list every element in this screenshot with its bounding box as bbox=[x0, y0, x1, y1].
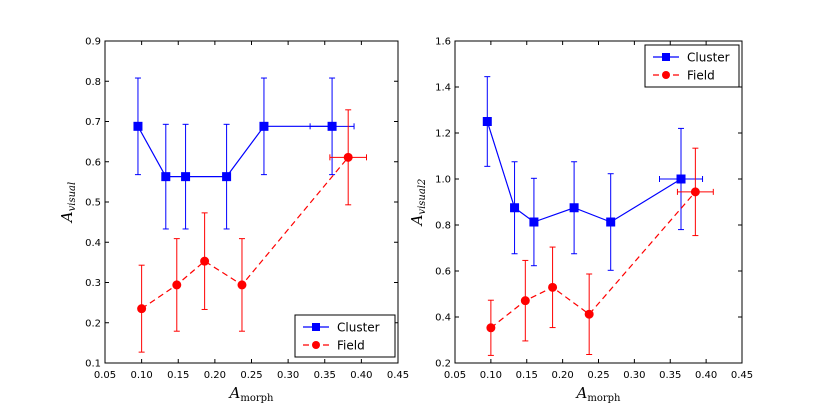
x-tick-label: 0.05 bbox=[444, 370, 466, 381]
x-tick-label: 0.20 bbox=[551, 370, 573, 381]
x-tick-label: 0.15 bbox=[516, 370, 538, 381]
x-tick-label: 0.30 bbox=[623, 370, 645, 381]
x-tick-label: 0.25 bbox=[240, 370, 262, 381]
data-point bbox=[690, 187, 700, 197]
y-tick-label: 0.7 bbox=[85, 117, 101, 128]
y-tick-label: 0.3 bbox=[85, 278, 101, 289]
y-tick-label: 0.6 bbox=[435, 267, 451, 278]
data-point bbox=[343, 152, 353, 162]
series-field bbox=[486, 147, 714, 356]
legend-marker bbox=[312, 341, 320, 349]
x-tick-label: 0.40 bbox=[695, 370, 717, 381]
y-tick-label: 0.5 bbox=[85, 198, 101, 209]
legend-label: Field bbox=[337, 339, 365, 353]
y-tick-label: 0.9 bbox=[85, 37, 101, 48]
y-tick-label: 1.4 bbox=[435, 83, 451, 94]
x-tick-label: 0.20 bbox=[204, 370, 226, 381]
legend-marker bbox=[662, 53, 670, 61]
data-point bbox=[606, 217, 616, 227]
legend-label: Cluster bbox=[337, 321, 380, 335]
series-cluster bbox=[133, 77, 355, 230]
data-point bbox=[259, 121, 269, 131]
series-line bbox=[486, 121, 682, 223]
series-cluster bbox=[482, 76, 704, 271]
plot-frame bbox=[454, 40, 743, 364]
legend-box bbox=[644, 44, 740, 88]
x-tick-label: 0.45 bbox=[387, 370, 409, 381]
y-tick-label: 0.2 bbox=[435, 359, 451, 370]
x-tick-label: 0.40 bbox=[350, 370, 372, 381]
data-point bbox=[510, 203, 520, 213]
y-axis-label-subscript: visual2 bbox=[417, 179, 428, 215]
x-axis-label-subscript: morph bbox=[587, 393, 621, 403]
y-tick-label: 0.8 bbox=[435, 221, 451, 232]
data-point bbox=[529, 217, 539, 227]
y-tick-label: 0.4 bbox=[85, 238, 101, 249]
data-point bbox=[676, 174, 686, 184]
y-tick-label: 0.4 bbox=[435, 313, 451, 324]
x-tick-label: 0.35 bbox=[659, 370, 681, 381]
x-tick-label: 0.10 bbox=[130, 370, 152, 381]
series-line bbox=[137, 125, 333, 178]
y-axis-label: Avisual bbox=[58, 182, 78, 224]
x-tick-label: 0.25 bbox=[587, 370, 609, 381]
data-point bbox=[137, 304, 147, 314]
y-tick-label: 0.1 bbox=[85, 359, 101, 370]
data-point bbox=[181, 172, 191, 182]
x-tick-label: 0.05 bbox=[94, 370, 116, 381]
y-tick-label: 0.2 bbox=[85, 318, 101, 329]
data-point bbox=[520, 296, 530, 306]
data-point bbox=[237, 280, 247, 290]
data-point bbox=[584, 309, 594, 319]
data-point bbox=[133, 121, 143, 131]
y-axis-label-subscript: visual bbox=[67, 182, 78, 212]
legend: Cluster Field bbox=[644, 44, 740, 88]
legend: Cluster Field bbox=[294, 314, 396, 358]
data-point bbox=[172, 280, 182, 290]
x-tick-label: 0.10 bbox=[480, 370, 502, 381]
data-point bbox=[569, 203, 579, 213]
y-tick-label: 0.6 bbox=[85, 157, 101, 168]
data-point bbox=[482, 117, 492, 126]
data-point bbox=[200, 256, 210, 266]
legend-label: Field bbox=[687, 69, 715, 83]
legend-box bbox=[294, 314, 396, 358]
data-point bbox=[327, 121, 337, 131]
data-point bbox=[486, 323, 496, 333]
x-tick-label: 0.30 bbox=[277, 370, 299, 381]
legend-marker bbox=[662, 71, 670, 79]
data-point bbox=[222, 172, 232, 182]
y-tick-label: 1.2 bbox=[435, 129, 451, 140]
data-point bbox=[161, 172, 171, 182]
x-tick-label: 0.35 bbox=[314, 370, 336, 381]
y-tick-label: 1.6 bbox=[435, 37, 451, 48]
chart-panel-1: 0.05 0.10 0.15 0.20 0.25 0.30 0.35 0.40 0.45 0.1 0… bbox=[58, 37, 409, 405]
x-axis-label: Amorph bbox=[575, 384, 622, 403]
x-axis-label-subscript: morph bbox=[240, 393, 274, 403]
legend-marker bbox=[312, 323, 320, 331]
x-tick-label: 0.15 bbox=[167, 370, 189, 381]
legend-label: Cluster bbox=[687, 51, 730, 65]
y-axis-label: Avisual2 bbox=[408, 179, 428, 228]
chart-panel-2: 0.05 0.10 0.15 0.20 0.25 0.30 0.35 0.40 0.45 0.2 0… bbox=[408, 37, 753, 405]
series-field bbox=[137, 109, 368, 353]
y-tick-label: 0.8 bbox=[85, 77, 101, 88]
y-tick-label: 1.0 bbox=[435, 175, 451, 186]
x-axis-label: Amorph bbox=[228, 384, 275, 403]
x-tick-label: 0.45 bbox=[731, 370, 753, 381]
data-point bbox=[548, 282, 558, 292]
